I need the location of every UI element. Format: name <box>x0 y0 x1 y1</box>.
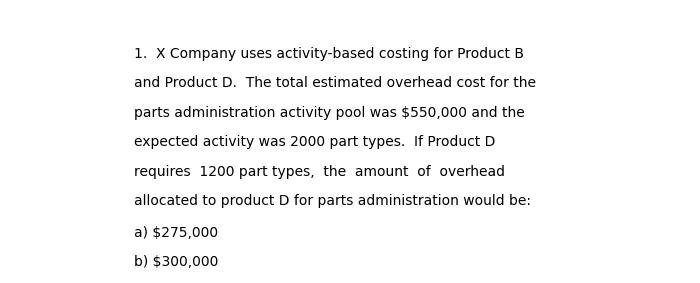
Text: and Product D.  The total estimated overhead cost for the: and Product D. The total estimated overh… <box>134 76 536 91</box>
Text: requires  1200 part types,  the  amount  of  overhead: requires 1200 part types, the amount of … <box>134 165 505 179</box>
Text: a) $275,000: a) $275,000 <box>134 226 218 240</box>
Text: b) $300,000: b) $300,000 <box>134 255 218 269</box>
Text: 1.  X Company uses activity-based costing for Product B: 1. X Company uses activity-based costing… <box>134 47 524 61</box>
Text: parts administration activity pool was $550,000 and the: parts administration activity pool was $… <box>134 106 524 120</box>
Text: expected activity was 2000 part types.  If Product D: expected activity was 2000 part types. I… <box>134 135 495 149</box>
Text: allocated to product D for parts administration would be:: allocated to product D for parts adminis… <box>134 194 531 208</box>
